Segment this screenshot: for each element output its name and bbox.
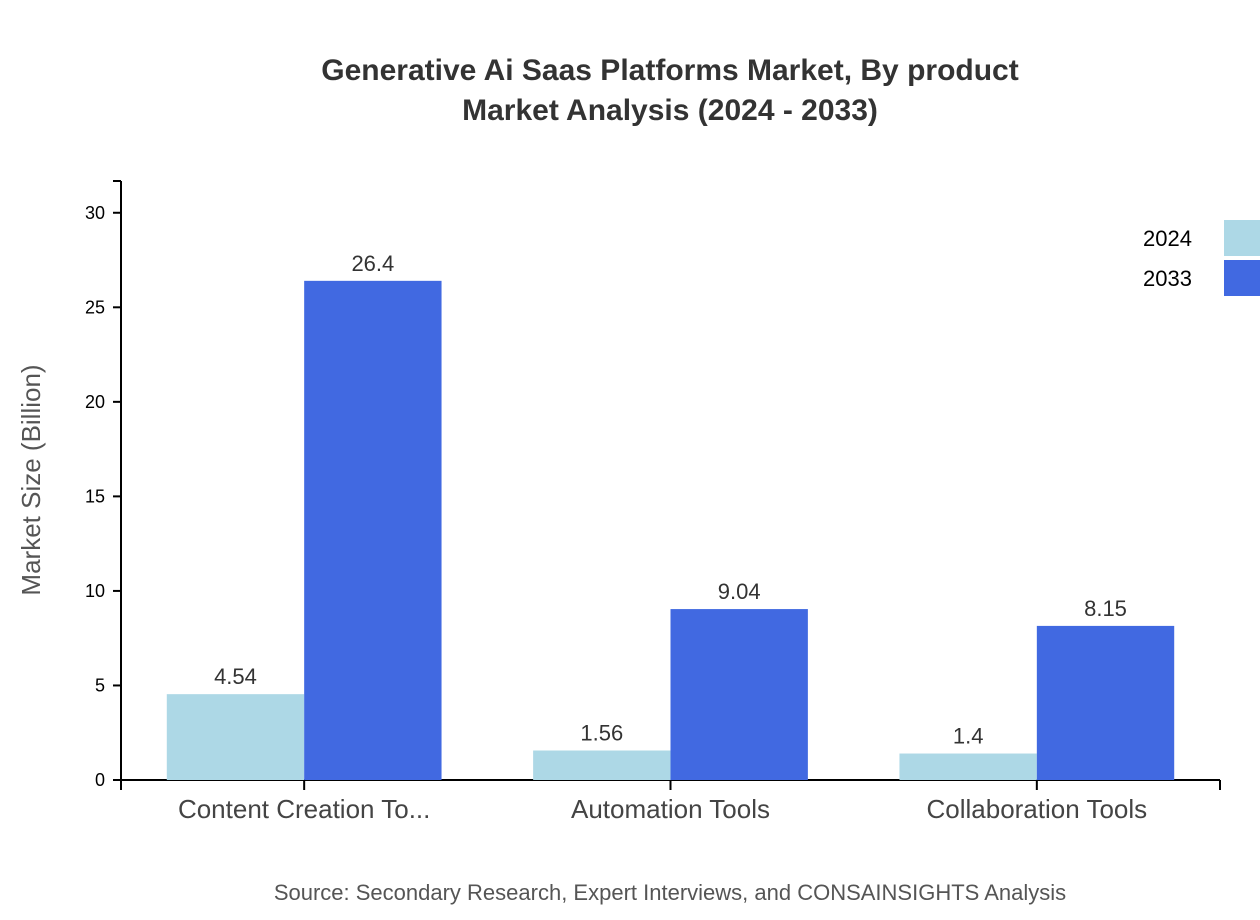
x-tick-label: Content Creation To... (178, 794, 430, 824)
bar-2033 (1036, 625, 1175, 780)
y-axis-label: Market Size (Billion) (16, 364, 46, 595)
legend-label: 2033 (1143, 266, 1192, 291)
plot-area: 0 5 10 15 20 25 30 Content Creation To... 4.54 26… (85, 180, 1260, 824)
data-label: 26.4 (351, 251, 394, 276)
data-label: 8.15 (1084, 596, 1127, 621)
legend-swatch-2024 (1224, 220, 1260, 256)
y-tick-label: 20 (85, 392, 105, 412)
y-tick-label: 25 (85, 297, 105, 317)
chart-title-line2: Market Analysis (2024 - 2033) (462, 94, 878, 127)
bar-2024 (533, 750, 671, 780)
bar-2024 (166, 694, 305, 780)
source-note: Source: Secondary Research, Expert Inter… (274, 880, 1066, 905)
legend-swatch-2033 (1224, 260, 1260, 296)
y-tick-label: 30 (85, 203, 105, 223)
data-label: 9.04 (718, 579, 761, 604)
chart-title-line1: Generative Ai Saas Platforms Market, By … (321, 54, 1018, 87)
bar-2024 (899, 753, 1037, 780)
data-label: 1.56 (580, 721, 623, 746)
bar-2033 (304, 280, 442, 780)
data-label: 1.4 (953, 724, 984, 749)
y-tick-label: 0 (95, 770, 105, 790)
data-label: 4.54 (214, 664, 257, 689)
x-tick-label: Collaboration Tools (926, 794, 1147, 824)
legend-label: 2024 (1143, 226, 1192, 251)
y-tick-label: 15 (85, 486, 105, 506)
bar-2033 (670, 609, 808, 780)
x-tick-label: Automation Tools (571, 794, 770, 824)
y-tick-label: 10 (85, 581, 105, 601)
y-tick-label: 5 (95, 675, 105, 695)
